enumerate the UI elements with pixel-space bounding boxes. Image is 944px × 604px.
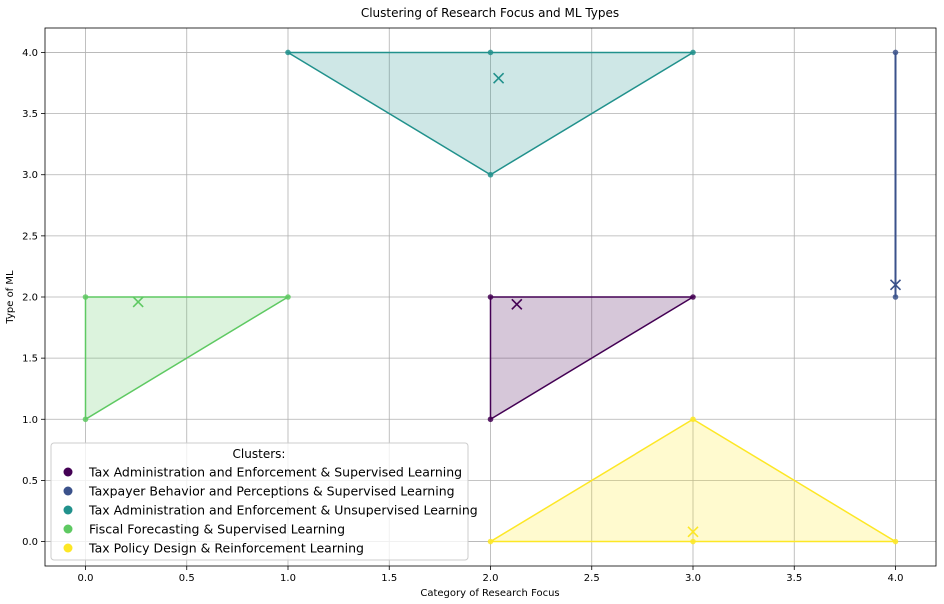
y-tick-label: 1.5: [22, 354, 38, 365]
x-tick-label: 0.5: [179, 573, 195, 584]
cluster-hull-fill: [490, 419, 896, 542]
y-axis-label: Type of ML: [5, 270, 16, 325]
data-points: [82, 49, 899, 545]
data-point: [892, 538, 899, 545]
centroid-marker: [687, 526, 699, 538]
data-point: [285, 49, 291, 56]
data-point: [82, 416, 89, 423]
legend-marker: [63, 467, 73, 477]
data-point: [487, 294, 494, 300]
legend-label: Tax Policy Design & Reinforcement Learni…: [88, 541, 364, 556]
x-tick-label: 1.0: [280, 573, 296, 584]
data-point: [690, 294, 696, 300]
data-point: [487, 49, 494, 56]
x-axis-label: Category of Research Focus: [420, 588, 559, 599]
centroid-marker: [493, 72, 505, 84]
cluster-centroids: [132, 72, 902, 538]
cluster-hulls: [84, 51, 899, 543]
y-tick-label: 3.5: [22, 109, 38, 120]
y-tick-label: 0.5: [22, 476, 38, 487]
centroid-marker: [511, 298, 523, 310]
legend-marker: [63, 524, 73, 534]
y-axis-ticks: 0.0 0.5 1.0 1.5 2.0 2.5 3.0 3.5 4.0: [22, 48, 45, 548]
x-tick-label: 4.0: [888, 573, 904, 584]
cluster-hull-outline: [489, 296, 696, 421]
legend-label: Fiscal Forecasting & Supervised Learning: [89, 522, 345, 537]
data-point: [487, 416, 494, 423]
legend-item: Taxpayer Behavior and Perceptions & Supe…: [63, 484, 455, 499]
x-tick-label: 2.5: [584, 573, 600, 584]
legend-label: Taxpayer Behavior and Perceptions & Supe…: [88, 484, 455, 499]
legend-item: Tax Administration and Enforcement & Sup…: [63, 465, 462, 480]
centroid-marker: [132, 296, 144, 308]
y-tick-label: 0.0: [22, 537, 38, 548]
legend-title: Clusters:: [233, 447, 286, 461]
legend-item: Tax Policy Design & Reinforcement Learni…: [63, 541, 364, 556]
y-tick-label: 1.0: [22, 415, 38, 426]
y-tick-label: 2.0: [22, 293, 38, 304]
x-tick-label: 3.0: [685, 573, 701, 584]
legend-marker: [63, 505, 73, 515]
cluster-hull-fill: [288, 52, 693, 175]
x-tick-label: 1.5: [381, 573, 397, 584]
centroid-stroke: [132, 296, 144, 308]
centroid-stroke: [493, 72, 505, 84]
legend-items: Tax Administration and Enforcement & Sup…: [63, 465, 478, 556]
legend-label: Tax Administration and Enforcement & Sup…: [88, 465, 462, 480]
x-axis-ticks: 0.0 0.5 1.0 1.5 2.0 2.5 3.0 3.5 4.0: [78, 566, 904, 584]
centroid-marker: [889, 279, 902, 291]
data-point: [892, 49, 899, 56]
x-tick-label: 3.5: [786, 573, 802, 584]
data-point: [690, 416, 696, 423]
centroid-stroke: [889, 279, 902, 291]
x-tick-label: 0.0: [78, 573, 94, 584]
legend-marker: [63, 486, 73, 496]
data-point: [690, 49, 696, 56]
legend: Clusters: Tax Administration and Enforce…: [50, 442, 478, 561]
y-tick-label: 2.5: [22, 231, 38, 242]
y-tick-label: 4.0: [22, 48, 38, 59]
data-point: [690, 538, 696, 545]
y-tick-label: 3.0: [22, 170, 38, 181]
centroid-stroke: [687, 526, 699, 538]
legend-box: [50, 442, 469, 561]
cluster-hull-outline: [84, 296, 291, 421]
data-point: [82, 294, 89, 300]
legend-label: Tax Administration and Enforcement & Uns…: [88, 503, 478, 518]
data-point: [487, 538, 494, 545]
data-point: [487, 171, 494, 178]
legend-item: Fiscal Forecasting & Supervised Learning: [63, 522, 345, 537]
legend-marker: [63, 543, 73, 553]
data-point: [285, 294, 291, 300]
data-point: [892, 294, 899, 300]
legend-item: Tax Administration and Enforcement & Uns…: [63, 503, 478, 518]
centroid-stroke: [511, 298, 523, 310]
x-tick-label: 2.0: [483, 573, 499, 584]
chart-title: Clustering of Research Focus and ML Type…: [361, 6, 619, 20]
